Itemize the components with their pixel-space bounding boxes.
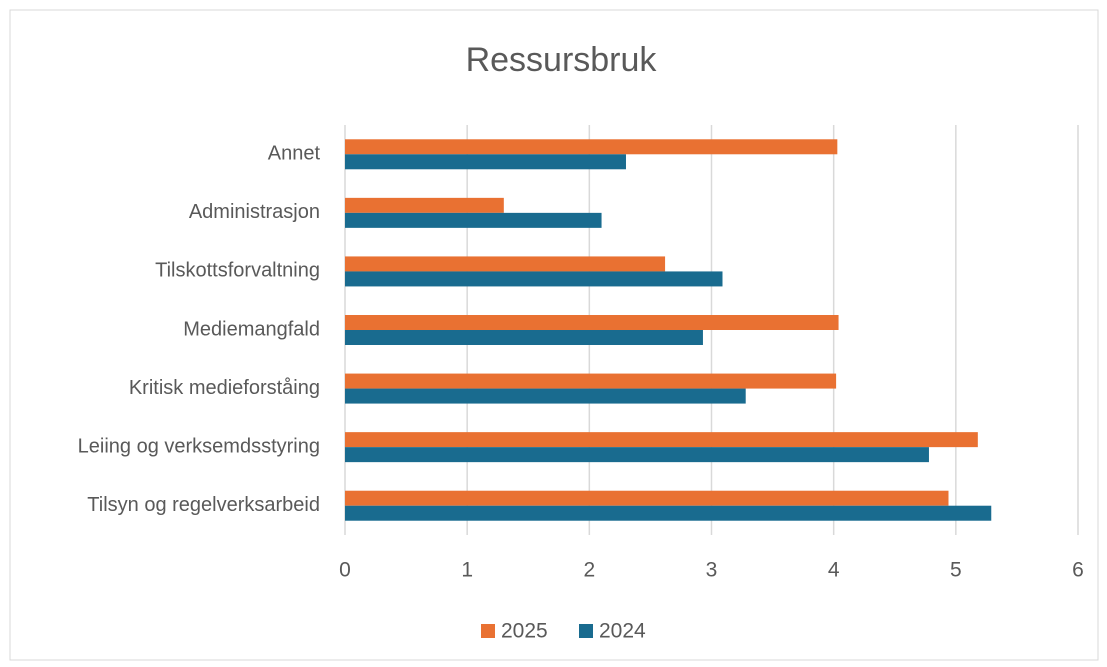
legend-swatch [481, 624, 495, 638]
bar [345, 197, 504, 213]
bar [345, 432, 978, 448]
bar [345, 505, 992, 521]
bar [345, 330, 703, 345]
bar [345, 315, 839, 330]
bar [345, 271, 723, 287]
x-tick-label: 0 [339, 559, 351, 582]
bar [345, 388, 746, 404]
y-tick-label: Tilskottsforvaltning [155, 260, 320, 282]
bar [345, 373, 837, 389]
y-tick-label: Kritisk medieforståing [129, 377, 320, 399]
bar [345, 447, 929, 463]
bar [345, 490, 949, 506]
legend-label: 2024 [599, 620, 646, 643]
bar [345, 256, 666, 272]
x-tick-label: 2 [583, 559, 595, 582]
x-tick-label: 5 [950, 559, 962, 582]
y-tick-label: Mediemangfald [183, 318, 320, 340]
bar [345, 212, 602, 228]
y-tick-label: Tilsyn og regelverksarbeid [87, 494, 320, 516]
chart-title: Ressursbruk [466, 41, 658, 79]
y-tick-label: Administrasjon [189, 201, 320, 223]
y-tick-label: Annet [268, 143, 321, 165]
legend-swatch [579, 624, 593, 638]
x-tick-label: 6 [1072, 559, 1084, 582]
y-tick-label: Leiing og verksemdsstyring [78, 435, 320, 457]
x-tick-label: 1 [461, 559, 473, 582]
bar [345, 139, 838, 155]
bar [345, 154, 626, 170]
x-tick-label: 3 [706, 559, 718, 582]
legend-label: 2025 [501, 620, 548, 643]
x-tick-label: 4 [828, 559, 840, 582]
